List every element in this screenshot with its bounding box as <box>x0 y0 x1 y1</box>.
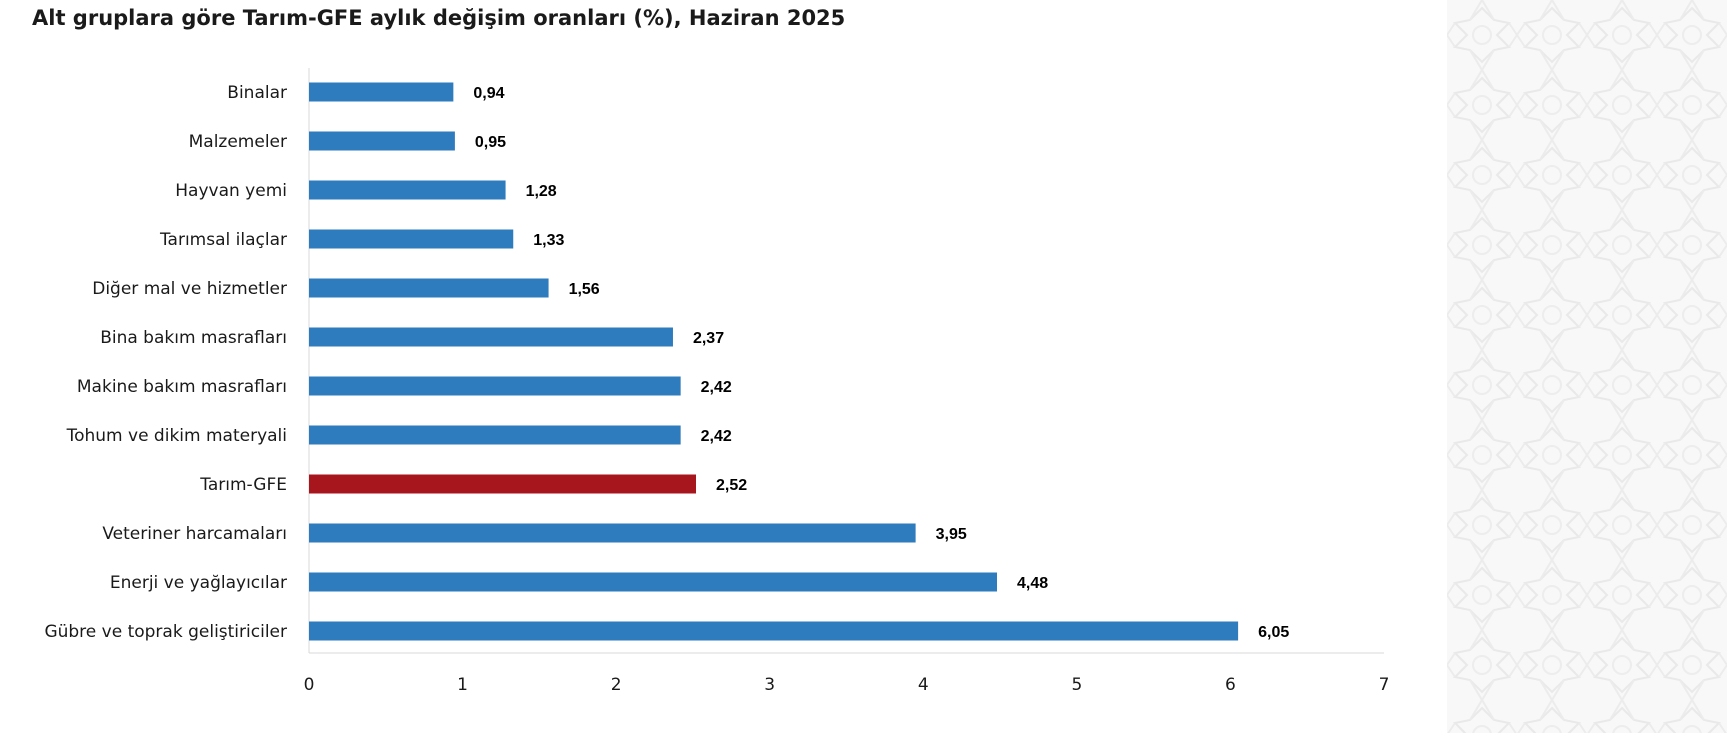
data-label: 1,56 <box>569 281 600 298</box>
bar-chart: 0 1 2 3 4 5 6 7 Binalar 0,94 Malzemeler 0,95 Hayvan… <box>44 68 1390 695</box>
bar <box>309 621 1239 641</box>
category-label: Enerji ve yağlayıcılar <box>110 573 287 593</box>
decorative-pattern-panel <box>1447 0 1727 733</box>
data-label: 1,28 <box>526 183 557 200</box>
x-tick-label: 2 <box>611 675 622 695</box>
x-tick-label: 0 <box>304 675 315 695</box>
data-label: 4,48 <box>1017 575 1048 592</box>
data-label: 3,95 <box>936 526 967 543</box>
data-label: 1,33 <box>533 232 564 249</box>
category-label: Tarım-GFE <box>199 475 287 495</box>
category-label: Gübre ve toprak geliştiriciler <box>44 622 287 642</box>
geometric-pattern <box>1447 0 1727 733</box>
category-label: Tohum ve dikim materyali <box>66 426 287 446</box>
chart-panel: Alt gruplara göre Tarım-GFE aylık değişi… <box>32 6 1390 695</box>
category-label: Hayvan yemi <box>175 181 287 201</box>
category-label: Tarımsal ilaçlar <box>159 230 287 250</box>
data-label: 0,94 <box>473 85 504 102</box>
x-tick-label: 3 <box>764 675 775 695</box>
bar <box>309 229 514 249</box>
x-tick-label: 4 <box>918 675 929 695</box>
category-label: Diğer mal ve hizmetler <box>92 279 287 299</box>
data-label: 2,52 <box>716 477 747 494</box>
bar-highlight <box>309 474 696 494</box>
bar <box>309 572 997 592</box>
data-label: 2,42 <box>701 379 732 396</box>
data-label: 0,95 <box>475 134 506 151</box>
bar <box>309 327 673 347</box>
category-label: Bina bakım masrafları <box>100 328 287 348</box>
bar <box>309 82 454 102</box>
bar <box>309 425 681 445</box>
x-tick-label: 5 <box>1071 675 1082 695</box>
bar <box>309 180 506 200</box>
data-label: 2,42 <box>701 428 732 445</box>
data-label: 2,37 <box>693 330 724 347</box>
chart-title: Alt gruplara göre Tarım-GFE aylık değişi… <box>32 6 846 30</box>
data-label: 6,05 <box>1258 624 1289 641</box>
category-label: Makine bakım masrafları <box>77 377 287 397</box>
x-tick-label: 6 <box>1225 675 1236 695</box>
bar <box>309 278 549 298</box>
bar <box>309 523 916 543</box>
bar <box>309 131 455 151</box>
x-tick-label: 1 <box>457 675 468 695</box>
bar <box>309 376 681 396</box>
category-label: Binalar <box>227 83 287 103</box>
category-label: Veteriner harcamaları <box>102 524 287 544</box>
x-tick-label: 7 <box>1379 675 1390 695</box>
category-label: Malzemeler <box>189 132 287 152</box>
